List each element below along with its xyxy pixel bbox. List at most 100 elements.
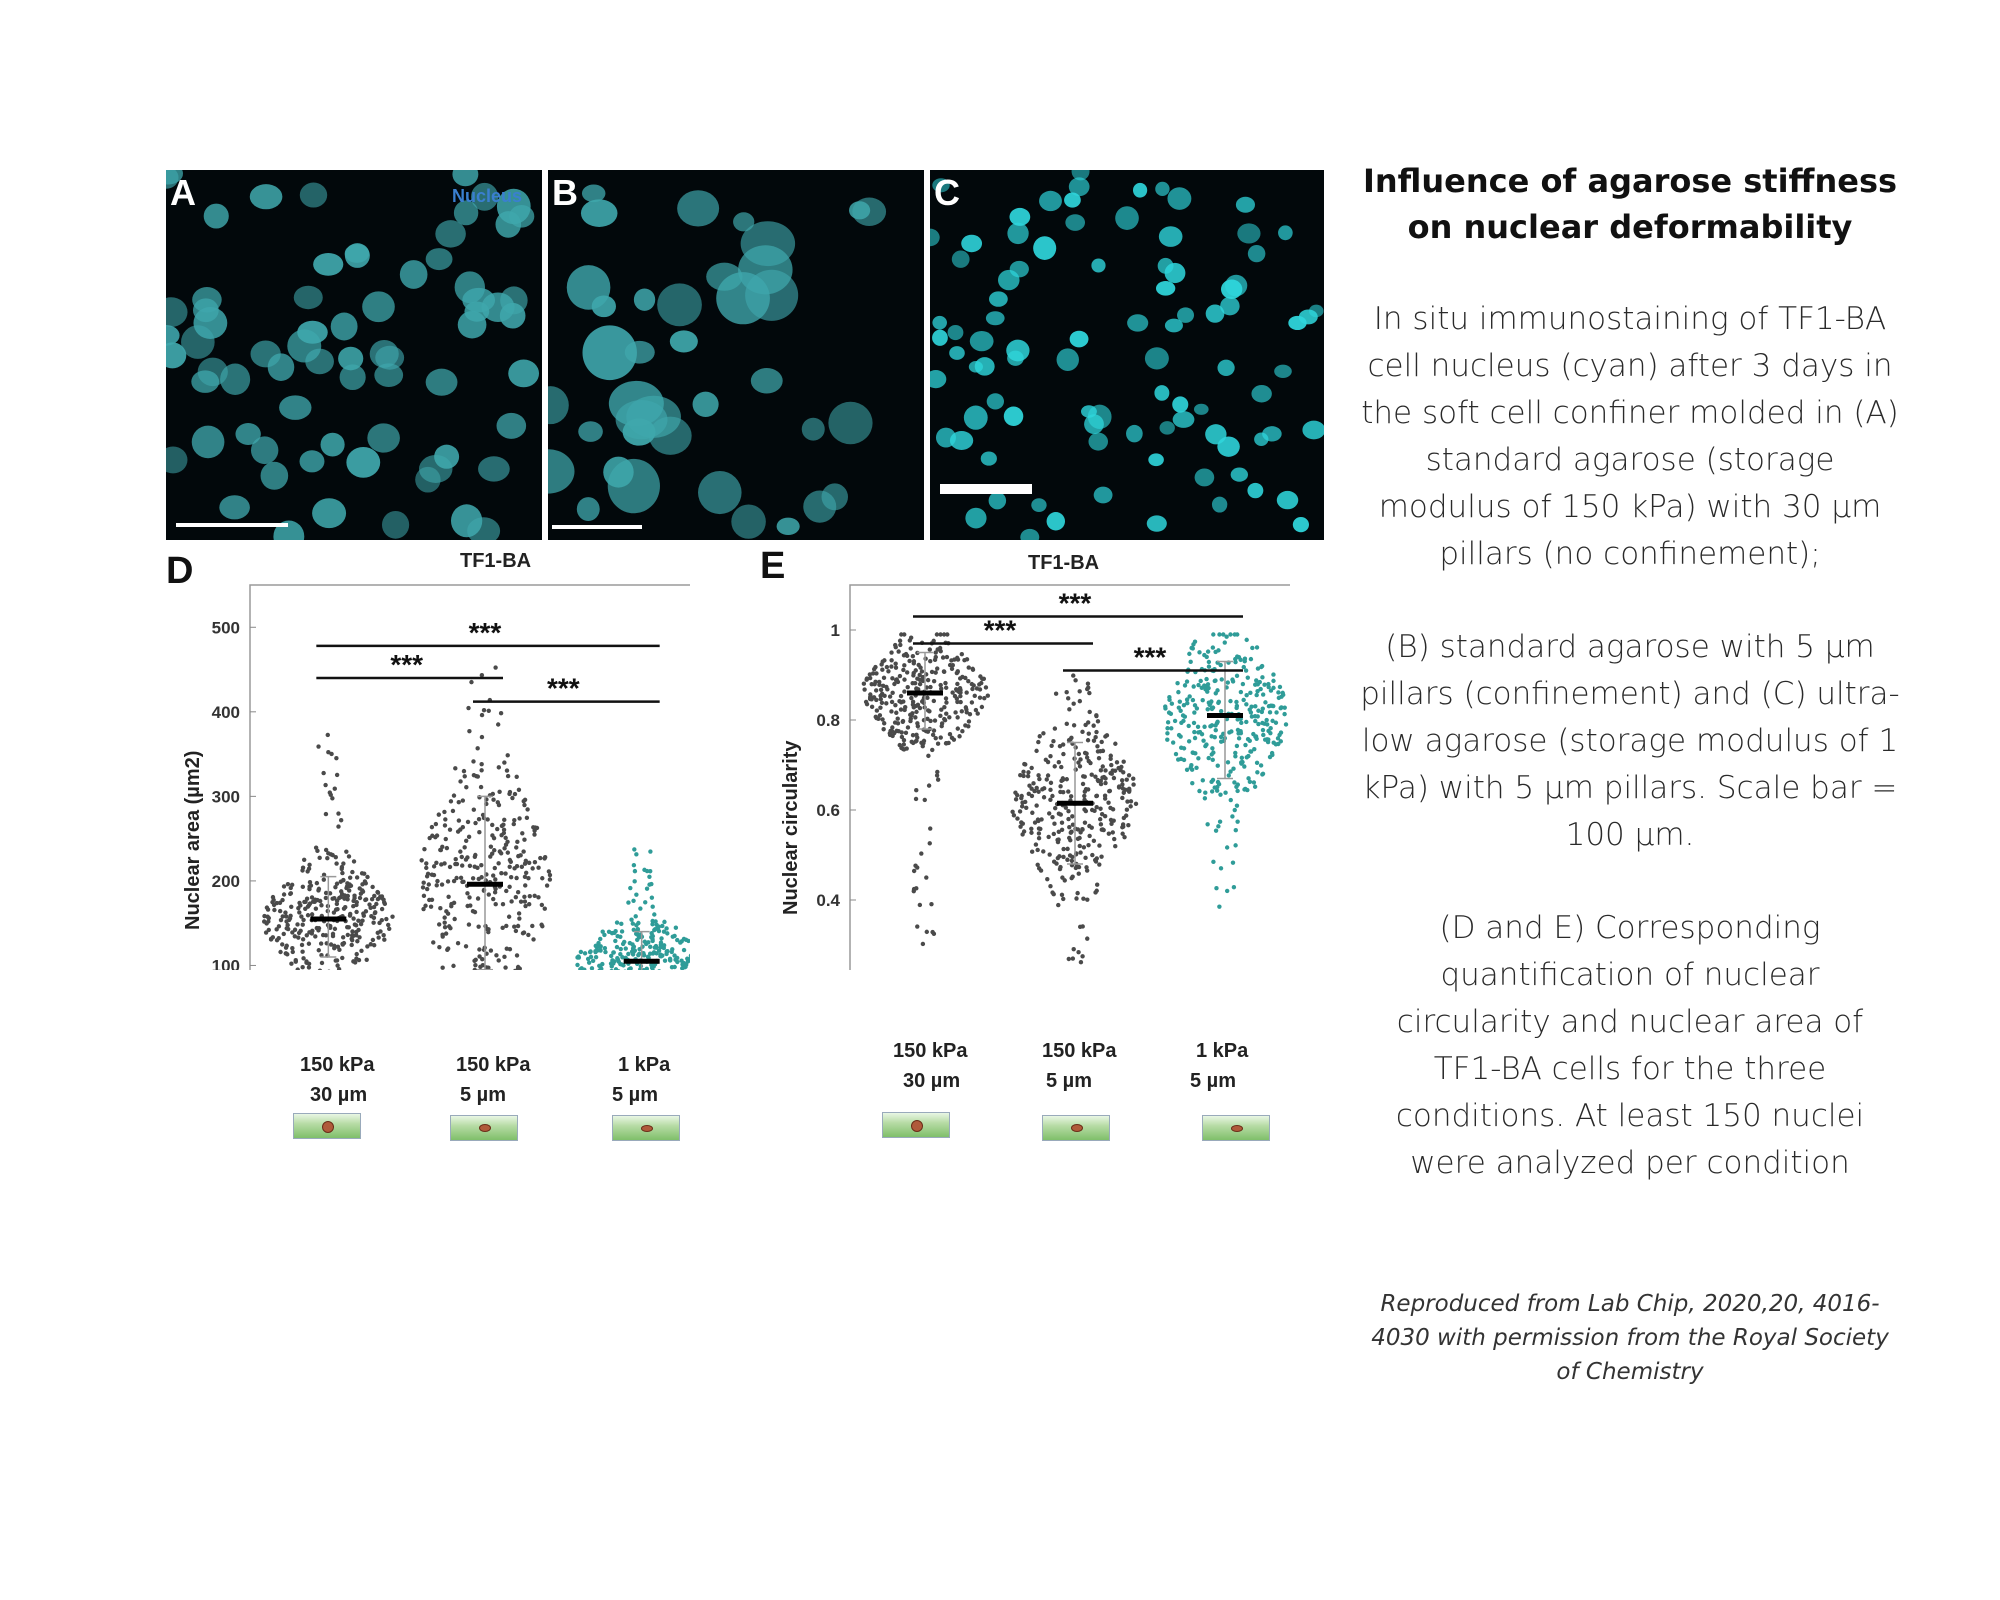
data-point bbox=[681, 936, 687, 942]
data-point bbox=[910, 732, 916, 738]
data-point bbox=[1074, 896, 1079, 901]
data-point bbox=[635, 926, 641, 932]
data-point bbox=[319, 960, 325, 966]
data-point bbox=[447, 864, 453, 870]
data-point bbox=[472, 854, 478, 859]
data-point bbox=[1099, 854, 1104, 859]
data-point bbox=[889, 650, 894, 655]
data-point bbox=[480, 956, 485, 962]
data-point bbox=[381, 933, 386, 938]
data-point bbox=[307, 862, 312, 868]
data-point bbox=[505, 773, 511, 779]
data-point bbox=[442, 920, 447, 925]
data-point bbox=[423, 903, 428, 908]
data-point bbox=[1094, 729, 1099, 735]
data-point bbox=[336, 811, 341, 816]
data-point bbox=[518, 853, 523, 858]
data-point bbox=[1277, 684, 1283, 690]
data-point bbox=[873, 714, 878, 720]
data-point bbox=[878, 705, 883, 710]
data-point bbox=[1165, 726, 1170, 731]
data-point bbox=[1066, 808, 1071, 814]
data-point bbox=[1047, 811, 1052, 816]
data-point bbox=[1070, 814, 1075, 819]
data-point bbox=[352, 960, 358, 965]
data-point bbox=[1098, 822, 1104, 827]
cell-nucleus bbox=[1031, 498, 1047, 512]
data-point bbox=[959, 709, 965, 714]
data-point bbox=[878, 687, 884, 693]
data-point bbox=[1178, 708, 1183, 713]
data-point bbox=[1233, 843, 1238, 848]
data-point bbox=[931, 678, 937, 684]
data-point bbox=[524, 815, 530, 821]
data-point bbox=[1118, 768, 1123, 773]
y-tick-label: 1 bbox=[831, 621, 840, 640]
data-point bbox=[978, 674, 983, 679]
data-point bbox=[299, 942, 305, 948]
data-point bbox=[649, 931, 654, 936]
data-point bbox=[474, 774, 479, 779]
data-point bbox=[514, 875, 519, 881]
plot-d-title: TF1-BA bbox=[460, 550, 532, 572]
data-point bbox=[1190, 750, 1196, 756]
plot-d-thumb-3 bbox=[612, 1115, 680, 1141]
data-point bbox=[455, 941, 461, 946]
plot-e-cat-3-line-1: 1 kPa bbox=[1196, 1040, 1249, 1062]
data-point bbox=[371, 942, 377, 948]
data-point bbox=[281, 892, 287, 897]
data-point bbox=[1206, 664, 1212, 669]
data-point bbox=[893, 665, 899, 670]
data-point bbox=[1173, 751, 1179, 757]
data-point bbox=[326, 750, 331, 755]
plot-e-cat-1-line-1: 150 kPa bbox=[893, 1040, 968, 1062]
data-point bbox=[1233, 754, 1238, 759]
data-point bbox=[944, 711, 949, 716]
data-point bbox=[658, 954, 664, 959]
data-point bbox=[911, 661, 916, 666]
data-point bbox=[874, 671, 879, 676]
data-point bbox=[1185, 701, 1190, 706]
data-point bbox=[1122, 834, 1127, 840]
data-point bbox=[1112, 768, 1118, 773]
data-point bbox=[472, 864, 477, 869]
data-point bbox=[898, 707, 904, 712]
data-point bbox=[1092, 808, 1097, 814]
cell-nucleus bbox=[509, 205, 535, 228]
data-point bbox=[266, 927, 271, 933]
data-point bbox=[1234, 743, 1240, 749]
data-point bbox=[437, 944, 442, 950]
data-point bbox=[907, 638, 913, 643]
data-point bbox=[1221, 632, 1226, 637]
data-point bbox=[890, 690, 895, 696]
data-point bbox=[1099, 739, 1104, 745]
data-point bbox=[531, 937, 536, 942]
data-point bbox=[1234, 673, 1240, 679]
cell-nucleus bbox=[279, 395, 312, 420]
data-point bbox=[349, 933, 355, 938]
data-point bbox=[1093, 774, 1098, 779]
data-point bbox=[902, 632, 907, 637]
data-point bbox=[1280, 692, 1286, 698]
data-point bbox=[446, 894, 451, 899]
data-point bbox=[1077, 689, 1082, 694]
cell-nucleus bbox=[478, 456, 510, 482]
data-point bbox=[355, 939, 360, 944]
data-point bbox=[281, 931, 286, 937]
data-point bbox=[542, 906, 547, 911]
cell-nucleus bbox=[1007, 222, 1029, 245]
data-point bbox=[1084, 865, 1089, 870]
data-point bbox=[1248, 656, 1254, 662]
data-point bbox=[523, 870, 529, 875]
data-point bbox=[307, 879, 313, 885]
data-point bbox=[318, 941, 324, 946]
data-point bbox=[615, 956, 620, 961]
data-point bbox=[469, 679, 474, 685]
data-point bbox=[966, 719, 972, 724]
data-point bbox=[546, 869, 552, 874]
data-point bbox=[1263, 700, 1268, 705]
data-point bbox=[443, 931, 449, 936]
data-point bbox=[1068, 794, 1074, 799]
data-point bbox=[459, 854, 464, 860]
data-point bbox=[947, 715, 952, 720]
